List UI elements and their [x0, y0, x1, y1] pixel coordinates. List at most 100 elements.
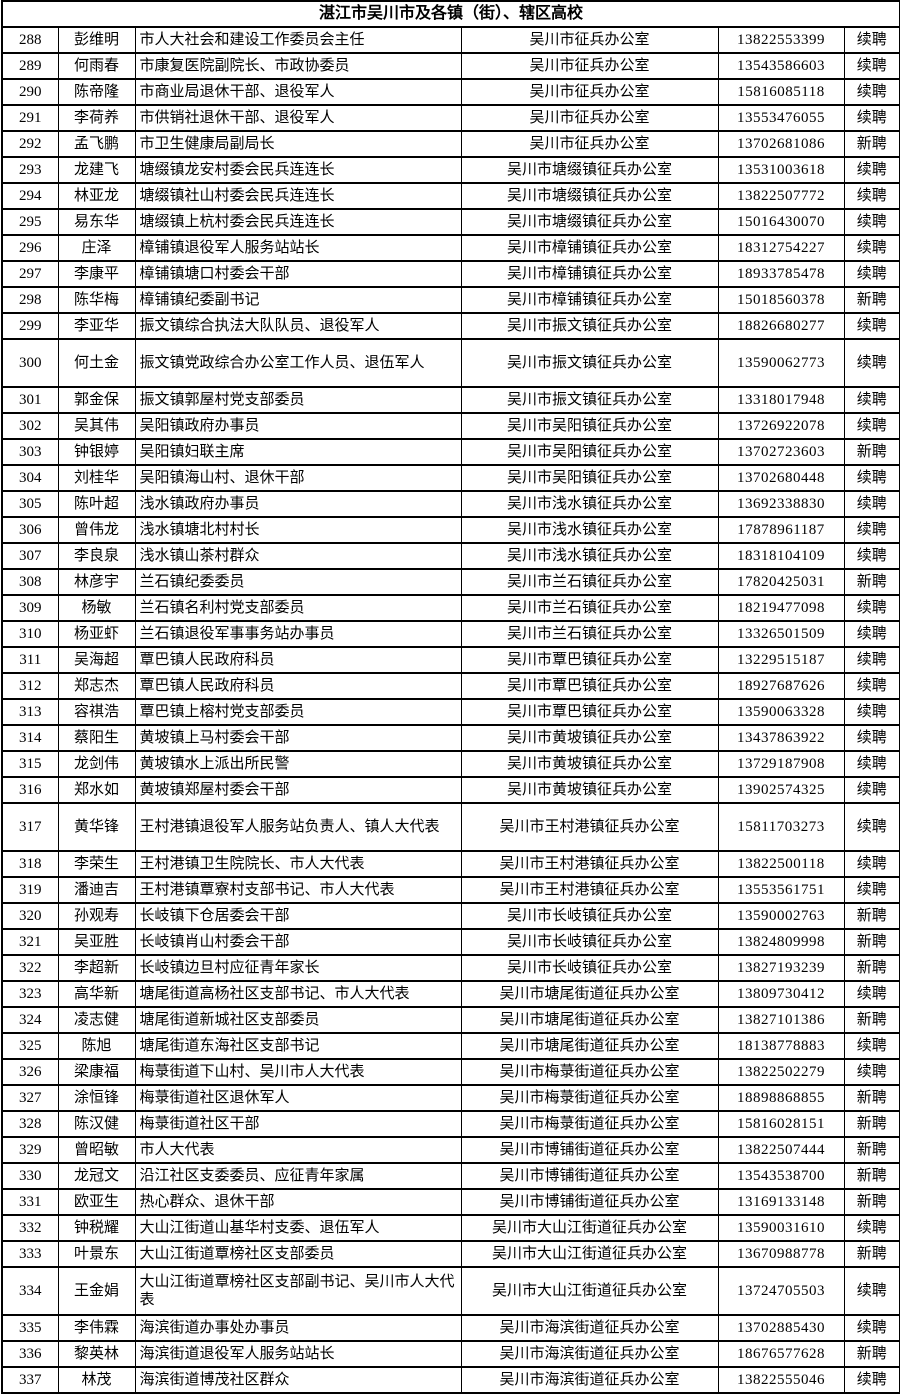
table-row: 327 涂恒锋 梅菉街道社区退休军人 吴川市梅菉街道征兵办公室 18898868855 新… — [1, 1084, 900, 1112]
conscription-office-cell: 吴川市海滨街道征兵办公室 — [460, 1340, 719, 1368]
phone-number-cell: 13822507444 — [717, 1136, 845, 1164]
employment-status-cell: 新聘 — [843, 1006, 900, 1034]
position-title-cell: 吴阳镇海山村、退休干部 — [134, 464, 462, 492]
table-row: 314 蔡阳生 黄坡镇上马村委会干部 吴川市黄坡镇征兵办公室 13437863922 续聘 — [1, 724, 900, 752]
row-number-cell: 334 — [1, 1266, 59, 1316]
position-title-cell: 振文镇党政综合办公室工作人员、退伍军人 — [134, 338, 462, 388]
row-number-cell: 311 — [1, 646, 59, 674]
table-row: 332 钟税耀 大山江街道山基华村支委、退伍军人 吴川市大山江街道征兵办公室 13590… — [1, 1214, 900, 1242]
person-name-cell: 欧亚生 — [57, 1188, 136, 1216]
person-name-cell: 陈旭 — [57, 1032, 136, 1060]
row-number-cell: 321 — [1, 928, 59, 956]
table-row: 304 刘桂华 吴阳镇海山村、退休干部 吴川市吴阳镇征兵办公室 13702680448 续… — [1, 464, 900, 492]
table-row: 329 曾昭敏 市人大代表 吴川市博铺街道征兵办公室 13822507444 新聘 — [1, 1136, 900, 1164]
employment-status-cell: 续聘 — [843, 698, 900, 726]
employment-status-cell: 续聘 — [843, 620, 900, 648]
table-row: 295 易东华 塘缀镇上杭村委会民兵连连长 吴川市塘缀镇征兵办公室 1501643007… — [1, 208, 900, 236]
person-name-cell: 郑水如 — [57, 776, 136, 804]
phone-number-cell: 18826680277 — [717, 312, 845, 340]
person-name-cell: 钟银婷 — [57, 438, 136, 466]
conscription-office-cell: 吴川市兰石镇征兵办公室 — [460, 620, 719, 648]
position-title-cell: 兰石镇纪委委员 — [134, 568, 462, 596]
table-row: 321 吴亚胜 长岐镇肖山村委会干部 吴川市长岐镇征兵办公室 13824809998 新聘 — [1, 928, 900, 956]
person-name-cell: 孙观寿 — [57, 902, 136, 930]
conscription-office-cell: 吴川市覃巴镇征兵办公室 — [460, 646, 719, 674]
table-body: 288 彭维明 市人大社会和建设工作委员会主任 吴川市征兵办公室 13822553399… — [1, 26, 900, 1394]
position-title-cell: 浅水镇政府办事员 — [134, 490, 462, 518]
person-name-cell: 杨敏 — [57, 594, 136, 622]
phone-number-cell: 15018560378 — [717, 286, 845, 314]
table-row: 333 叶景东 大山江街道覃榜社区支部委员 吴川市大山江街道征兵办公室 13670988… — [1, 1240, 900, 1268]
row-number-cell: 324 — [1, 1006, 59, 1034]
table-row: 320 孙观寿 长岐镇下仓居委会干部 吴川市长岐镇征兵办公室 13590002763 新聘 — [1, 902, 900, 930]
phone-number-cell: 13702723603 — [717, 438, 845, 466]
position-title-cell: 浅水镇山茶村群众 — [134, 542, 462, 570]
phone-number-cell: 13827101386 — [717, 1006, 845, 1034]
employment-status-cell: 续聘 — [843, 156, 900, 184]
person-name-cell: 曾伟龙 — [57, 516, 136, 544]
person-name-cell: 刘桂华 — [57, 464, 136, 492]
table-title-row: 湛江市吴川市及各镇（街）、辖区高校 — [1, 0, 900, 28]
phone-number-cell: 15816028151 — [717, 1110, 845, 1138]
phone-number-cell: 13590031610 — [717, 1214, 845, 1242]
employment-status-cell: 续聘 — [843, 1266, 900, 1316]
position-title-cell: 大山江街道山基华村支委、退伍军人 — [134, 1214, 462, 1242]
row-number-cell: 296 — [1, 234, 59, 262]
person-name-cell: 李亚华 — [57, 312, 136, 340]
conscription-office-cell: 吴川市王村港镇征兵办公室 — [460, 802, 719, 852]
position-title-cell: 王村港镇覃寮村支部书记、市人大代表 — [134, 876, 462, 904]
conscription-office-cell: 吴川市征兵办公室 — [460, 78, 719, 106]
phone-number-cell: 13531003618 — [717, 156, 845, 184]
person-name-cell: 吴海超 — [57, 646, 136, 674]
position-title-cell: 王村港镇卫生院院长、市人大代表 — [134, 850, 462, 878]
conscription-office-cell: 吴川市浅水镇征兵办公室 — [460, 516, 719, 544]
conscription-office-cell: 吴川市兰石镇征兵办公室 — [460, 594, 719, 622]
phone-number-cell: 13724705503 — [717, 1266, 845, 1316]
conscription-office-cell: 吴川市塘尾街道征兵办公室 — [460, 1006, 719, 1034]
table-row: 319 潘迪吉 王村港镇覃寮村支部书记、市人大代表 吴川市王村港镇征兵办公室 13553… — [1, 876, 900, 904]
conscription-office-cell: 吴川市吴阳镇征兵办公室 — [460, 438, 719, 466]
phone-number-cell: 13726922078 — [717, 412, 845, 440]
phone-number-cell: 13169133148 — [717, 1188, 845, 1216]
conscription-office-cell: 吴川市塘缀镇征兵办公室 — [460, 182, 719, 210]
row-number-cell: 329 — [1, 1136, 59, 1164]
conscription-office-cell: 吴川市樟铺镇征兵办公室 — [460, 286, 719, 314]
employment-status-cell: 续聘 — [843, 338, 900, 388]
conscription-office-cell: 吴川市塘缀镇征兵办公室 — [460, 208, 719, 236]
row-number-cell: 330 — [1, 1162, 59, 1190]
conscription-office-cell: 吴川市梅菉街道征兵办公室 — [460, 1084, 719, 1112]
row-number-cell: 312 — [1, 672, 59, 700]
conscription-office-cell: 吴川市塘尾街道征兵办公室 — [460, 1032, 719, 1060]
person-name-cell: 易东华 — [57, 208, 136, 236]
employment-status-cell: 续聘 — [843, 542, 900, 570]
person-name-cell: 高华新 — [57, 980, 136, 1008]
position-title-cell: 兰石镇名利村党支部委员 — [134, 594, 462, 622]
phone-number-cell: 13822507772 — [717, 182, 845, 210]
row-number-cell: 325 — [1, 1032, 59, 1060]
person-name-cell: 涂恒锋 — [57, 1084, 136, 1112]
table-row: 324 凌志健 塘尾街道新城社区支部委员 吴川市塘尾街道征兵办公室 1382710138… — [1, 1006, 900, 1034]
conscription-office-cell: 吴川市博铺街道征兵办公室 — [460, 1162, 719, 1190]
person-name-cell: 李良泉 — [57, 542, 136, 570]
phone-number-cell: 15016430070 — [717, 208, 845, 236]
table-row: 318 李荣生 王村港镇卫生院院长、市人大代表 吴川市王村港镇征兵办公室 1382250… — [1, 850, 900, 878]
employment-status-cell: 续聘 — [843, 412, 900, 440]
position-title-cell: 塘缀镇社山村委会民兵连连长 — [134, 182, 462, 210]
row-number-cell: 306 — [1, 516, 59, 544]
conscription-office-cell: 吴川市大山江街道征兵办公室 — [460, 1240, 719, 1268]
employment-status-cell: 续聘 — [843, 594, 900, 622]
phone-number-cell: 13702681086 — [717, 130, 845, 158]
row-number-cell: 333 — [1, 1240, 59, 1268]
row-number-cell: 332 — [1, 1214, 59, 1242]
phone-number-cell: 13543586603 — [717, 52, 845, 80]
person-name-cell: 龙冠文 — [57, 1162, 136, 1190]
row-number-cell: 314 — [1, 724, 59, 752]
person-name-cell: 叶景东 — [57, 1240, 136, 1268]
employment-status-cell: 续聘 — [843, 776, 900, 804]
employment-status-cell: 续聘 — [843, 234, 900, 262]
phone-number-cell: 13318017948 — [717, 386, 845, 414]
phone-number-cell: 18312754227 — [717, 234, 845, 262]
table-section-title: 湛江市吴川市及各镇（街）、辖区高校 — [1, 0, 900, 28]
phone-number-cell: 17878961187 — [717, 516, 845, 544]
position-title-cell: 沿江社区支委委员、应征青年家属 — [134, 1162, 462, 1190]
